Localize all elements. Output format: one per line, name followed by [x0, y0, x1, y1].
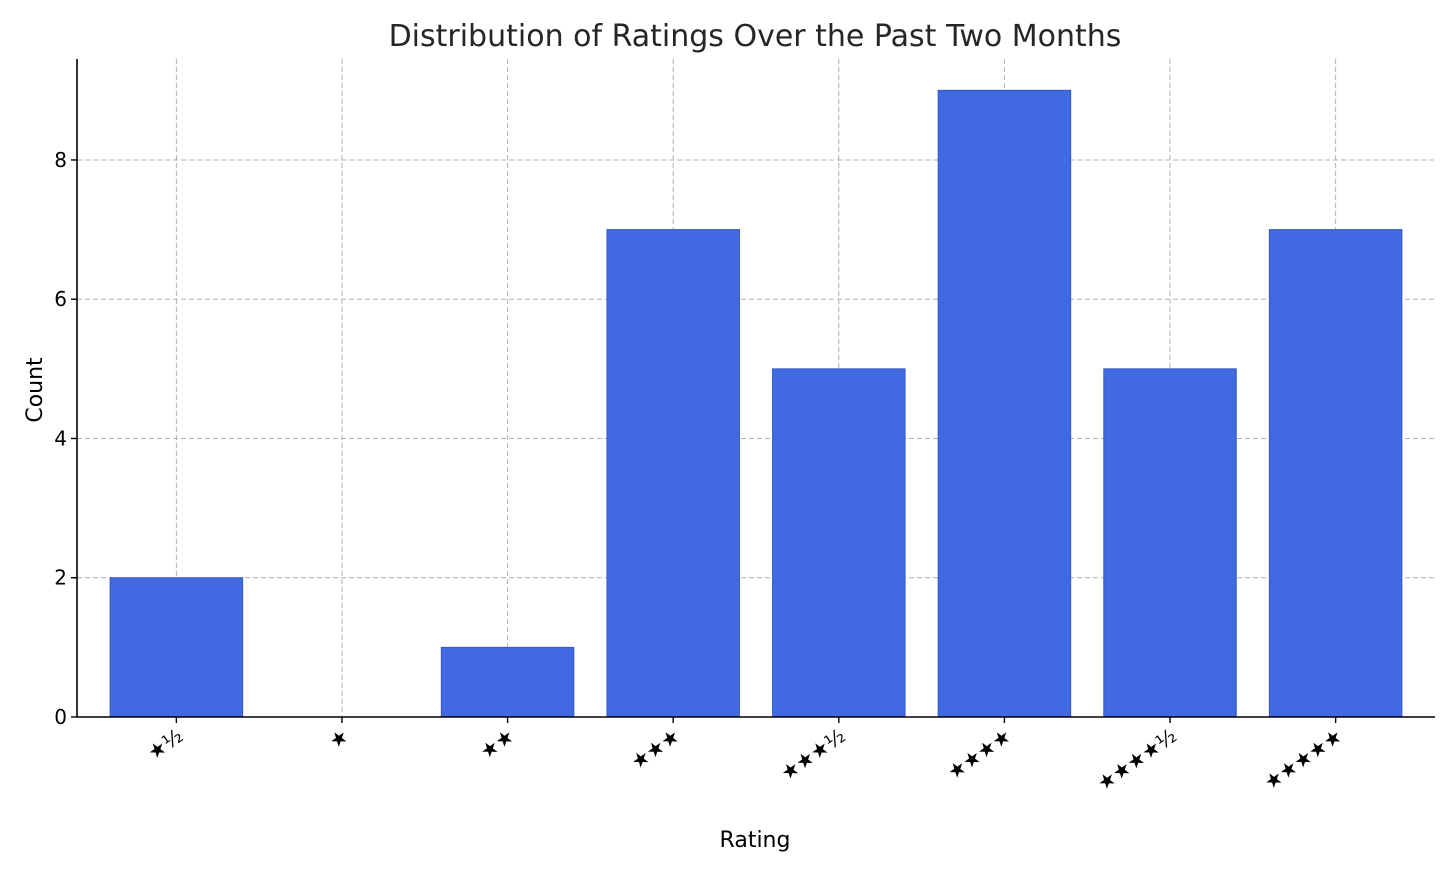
bar [1103, 368, 1237, 718]
bar [1268, 229, 1403, 718]
x-tick-label: ★½ [143, 723, 187, 764]
y-tick-label: 6 [54, 287, 67, 311]
axes [71, 59, 1435, 723]
bar [440, 646, 575, 718]
bars [109, 89, 1403, 718]
bar [937, 89, 1072, 718]
bar [772, 368, 906, 718]
x-tick-label: ★★★★½ [1092, 723, 1180, 795]
y-tick-label: 8 [54, 148, 67, 172]
y-tick-label: 4 [54, 426, 67, 450]
y-axis-label: Count [23, 357, 48, 423]
x-tick-label: ★★★★ [943, 723, 1016, 784]
x-tick-label: ★★★½ [776, 723, 850, 785]
y-tick-label: 0 [54, 705, 67, 729]
bar [606, 229, 740, 718]
x-tick-label: ★ [324, 723, 352, 753]
x-tick-label: ★★★ [626, 723, 684, 774]
x-tick-label: ★★★★★ [1259, 723, 1346, 794]
bar [109, 577, 244, 718]
y-tick-label: 2 [54, 566, 67, 590]
x-axis-label: Rating [720, 828, 791, 853]
chart-title: Distribution of Ratings Over the Past Tw… [389, 19, 1122, 54]
x-tick-label: ★★ [475, 723, 518, 763]
